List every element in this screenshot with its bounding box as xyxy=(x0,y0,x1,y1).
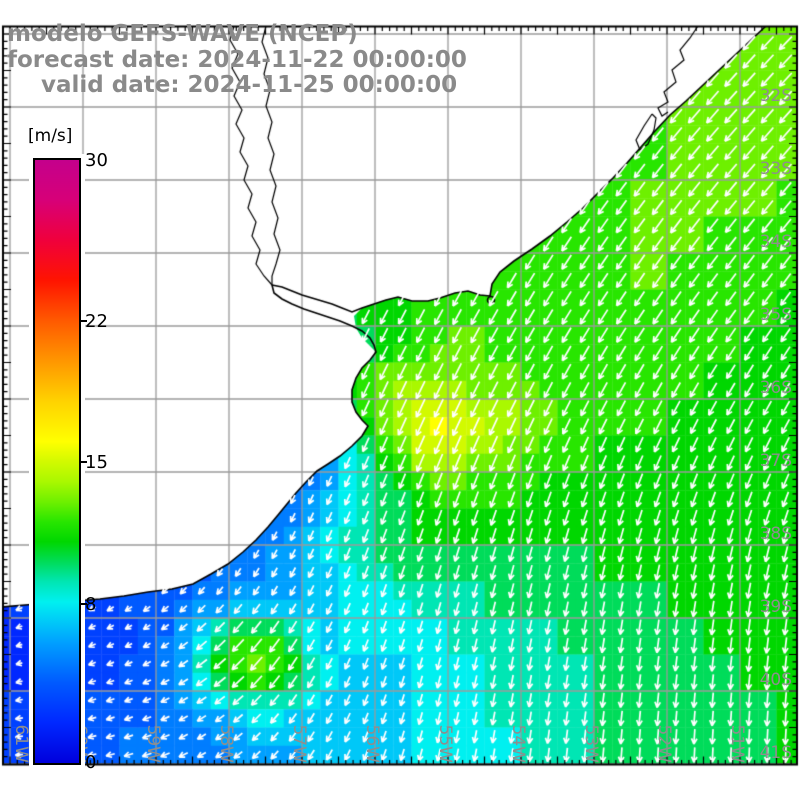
lat-label-39s: 39S xyxy=(759,597,792,617)
colorbar-tick-mark xyxy=(81,603,87,605)
lon-label-59w: 59W xyxy=(143,724,163,763)
lon-label-61w: 61W xyxy=(11,724,31,763)
lat-label-35s: 35S xyxy=(759,305,792,325)
colorbar-tick-label: 30 xyxy=(85,150,108,171)
lat-label-37s: 37S xyxy=(759,451,792,471)
colorbar xyxy=(33,158,81,765)
lon-label-57w: 57W xyxy=(289,724,309,763)
lon-label-55w: 55W xyxy=(435,724,455,763)
colorbar-tick-label: 8 xyxy=(85,594,97,615)
lat-label-38s: 38S xyxy=(759,524,792,544)
lon-label-52w: 52W xyxy=(654,724,674,763)
lat-label-36s: 36S xyxy=(759,378,792,398)
lat-label-34s: 34S xyxy=(759,232,792,252)
colorbar-tick-mark xyxy=(81,461,87,463)
lon-label-56w: 56W xyxy=(362,724,382,763)
lon-label-51w: 51W xyxy=(727,724,747,763)
colorbar-unit-label: [m/s] xyxy=(28,126,73,146)
map-title-block: modelo GEFS-WAVE (NCEP) forecast date: 2… xyxy=(7,21,467,99)
lat-label-41s: 41S xyxy=(759,743,792,763)
colorbar-tick-mark xyxy=(81,320,87,322)
title-forecast-date: forecast date: 2024-11-22 00:00:00 xyxy=(7,46,467,73)
colorbar-tick-label: 0 xyxy=(85,752,97,773)
lon-label-54w: 54W xyxy=(508,724,528,763)
lat-label-40s: 40S xyxy=(759,670,792,690)
colorbar-tick-label: 15 xyxy=(85,452,108,473)
title-model-line: modelo GEFS-WAVE (NCEP) xyxy=(7,21,358,47)
colorbar-tick-label: 22 xyxy=(85,311,108,332)
lat-label-32s: 32S xyxy=(759,86,792,106)
lon-label-53w: 53W xyxy=(581,724,601,763)
lon-label-58w: 58W xyxy=(216,724,236,763)
lat-label-33s: 33S xyxy=(759,159,792,179)
title-valid-date: valid date: 2024-11-25 00:00:00 xyxy=(41,72,458,98)
